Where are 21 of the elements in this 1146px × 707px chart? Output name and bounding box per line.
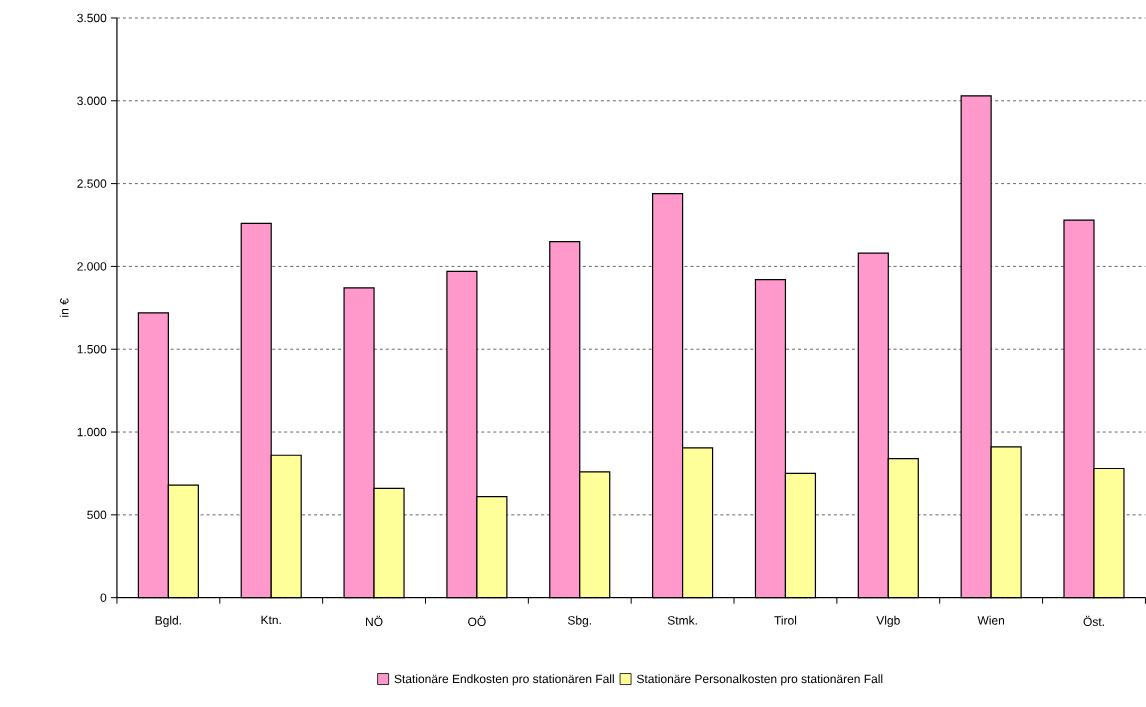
y-tick-label: 0	[100, 593, 107, 603]
y-axis-title: in €	[59, 298, 69, 317]
x-tick-label: Tirol	[774, 616, 797, 625]
x-tick-label: Öst.	[1083, 616, 1104, 627]
y-tick-label: 500	[87, 510, 107, 520]
y-tick-label: 2.000	[77, 262, 107, 271]
y-tick-label: 2.500	[77, 179, 107, 189]
legend-label: Stationäre Endkosten pro stationären Fall	[394, 674, 614, 686]
x-tick-label: Ktn.	[261, 616, 281, 625]
x-tick-label: Vlgb	[876, 616, 900, 628]
x-tick-label: NÖ	[366, 616, 383, 627]
y-tick-label: 3.000	[77, 96, 107, 106]
y-tick-label: 3.500	[77, 13, 107, 23]
x-tick-label: Stmk.	[667, 616, 697, 625]
legend-label: Stationäre Personalkosten pro stationären Fall	[637, 674, 883, 686]
y-tick-label: 1.000	[77, 427, 107, 437]
x-tick-label: Sbg.	[567, 616, 591, 628]
x-tick-label: Wien	[977, 616, 1005, 625]
y-tick-label: 1.500	[77, 345, 107, 354]
x-tick-label: Bgld.	[155, 616, 181, 628]
x-tick-label: OÖ	[468, 616, 486, 627]
